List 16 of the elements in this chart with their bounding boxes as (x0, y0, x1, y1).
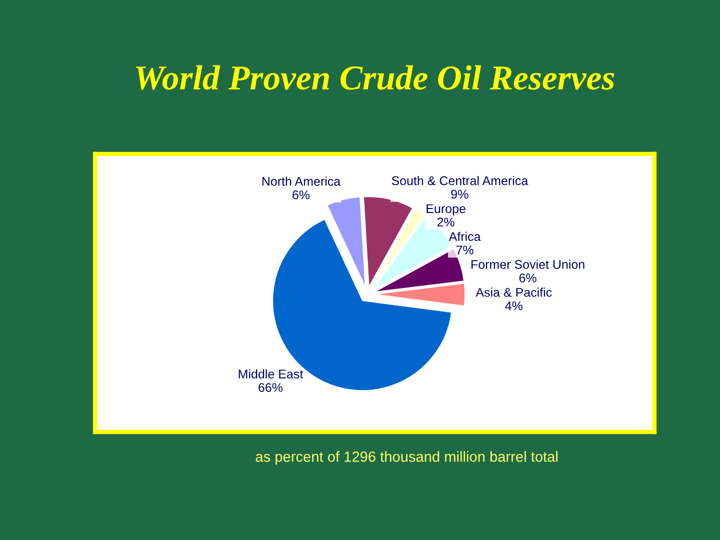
data-label: 2% (437, 218, 454, 226)
data-label: 6% (519, 274, 536, 282)
slice-label: South & Central America (392, 176, 528, 186)
slice-label: Europe (426, 204, 466, 216)
slice-label: Africa (448, 232, 481, 241)
data-label: 7% (456, 246, 474, 254)
text: as percent of 1296 thousand million barrel total (256, 451, 558, 465)
data-label: 4% (505, 301, 522, 310)
data-label: 9% (451, 190, 468, 199)
slice-label: Asia & Pacific (476, 288, 552, 297)
slice-label: North America (262, 176, 341, 186)
chart-title: World Proven Crude Oil Reserves (136, 65, 614, 90)
slice-label: Former Soviet Union (472, 260, 584, 269)
data-label: 66% (258, 383, 283, 392)
data-label: 6% (292, 190, 310, 200)
slice-label: Middle East (238, 369, 304, 378)
